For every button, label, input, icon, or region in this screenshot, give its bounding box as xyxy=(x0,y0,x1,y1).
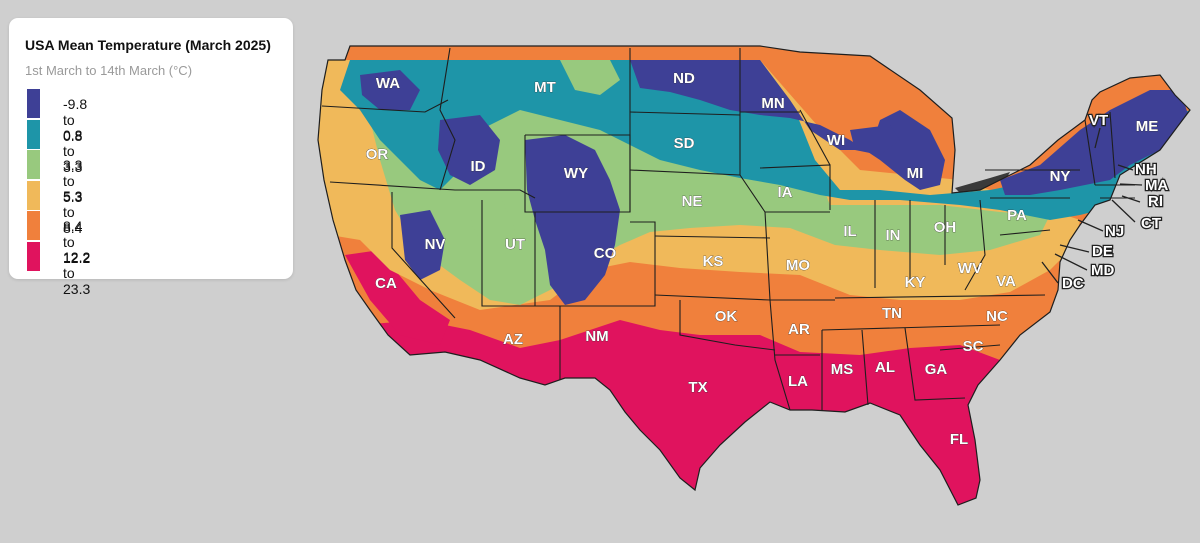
state-label-il: IL xyxy=(843,223,856,240)
state-label-va: VA xyxy=(996,273,1016,290)
state-label-la: LA xyxy=(788,373,808,390)
state-label-ca: CA xyxy=(375,275,397,292)
state-label-mt: MT xyxy=(534,79,556,96)
external-labels: VT NH MA RI CT NJ DE MD DC xyxy=(1041,111,1170,293)
legend-swatch xyxy=(27,89,40,118)
state-label-ms: MS xyxy=(831,361,854,378)
state-label-ct: CT xyxy=(1141,215,1161,232)
state-label-ky: KY xyxy=(905,274,926,291)
state-label-wv: WV xyxy=(958,260,982,277)
legend-swatch xyxy=(27,211,40,240)
state-label-nd: ND xyxy=(673,70,695,87)
legend-swatch xyxy=(27,241,40,271)
state-label-nv: NV xyxy=(425,236,446,253)
state-label-de: DE xyxy=(1092,243,1113,260)
state-label-nh: NH xyxy=(1135,161,1157,178)
legend-panel: USA Mean Temperature (March 2025) 1st Ma… xyxy=(9,18,293,297)
state-borders xyxy=(321,47,1135,411)
state-label-al: AL xyxy=(875,359,895,376)
legend-title: USA Mean Temperature (March 2025) xyxy=(25,37,271,53)
state-label-nc: NC xyxy=(986,308,1008,325)
state-label-md: MD xyxy=(1091,262,1114,279)
state-label-nm: NM xyxy=(585,328,608,345)
state-label-co: CO xyxy=(594,245,617,262)
state-label-wy: WY xyxy=(564,165,588,182)
state-label-ri: RI xyxy=(1148,193,1163,210)
state-label-ia: IA xyxy=(778,184,793,201)
state-label-wi: WI xyxy=(827,132,845,149)
state-label-fl: FL xyxy=(950,431,968,448)
state-label-tn: TN xyxy=(882,305,902,322)
state-label-ks: KS xyxy=(703,253,724,270)
state-label-vt: VT xyxy=(1089,112,1108,129)
state-label-tx: TX xyxy=(688,379,707,396)
legend-swatch xyxy=(27,180,40,210)
legend-label: -9.8 to 0.8 xyxy=(63,96,88,144)
state-label-ma: MA xyxy=(1145,177,1168,194)
state-label-or: OR xyxy=(366,146,389,163)
state-label-dc: DC xyxy=(1062,275,1084,292)
legend-label: 3.3 to 5.3 xyxy=(63,157,83,205)
state-label-ny: NY xyxy=(1050,168,1071,185)
legend-label: 8.4 to 12.2 xyxy=(63,218,91,266)
state-label-mn: MN xyxy=(761,95,784,112)
state-label-sd: SD xyxy=(674,135,695,152)
state-label-ne: NE xyxy=(682,193,703,210)
legend-label: 5.3 to 8.4 xyxy=(63,187,83,236)
state-label-ga: GA xyxy=(925,361,948,378)
state-label-nj: NJ xyxy=(1105,223,1124,240)
state-labels: WA OR CA ID NV MT WY UT AZ CO NM ND SD N… xyxy=(365,70,1159,449)
legend-swatch xyxy=(27,119,40,149)
state-label-az: AZ xyxy=(503,331,523,348)
state-label-pa: PA xyxy=(1007,207,1027,224)
legend-label: 12.2 to 23.3 xyxy=(63,248,91,297)
legend-label: 0.8 to 3.3 xyxy=(63,126,83,175)
state-label-sc: SC xyxy=(963,338,984,355)
state-label-id: ID xyxy=(471,158,486,175)
state-label-in: IN xyxy=(886,227,901,244)
state-label-mo: MO xyxy=(786,257,810,274)
state-label-oh: OH xyxy=(934,219,957,236)
state-label-mi: MI xyxy=(907,165,924,182)
state-label-ok: OK xyxy=(715,308,738,325)
legend-subtitle: 1st March to 14th March (°C) xyxy=(25,63,193,78)
state-label-ar: AR xyxy=(788,321,810,338)
state-label-ut: UT xyxy=(505,236,525,253)
state-label-me: ME xyxy=(1136,118,1159,135)
state-label-wa: WA xyxy=(376,75,400,92)
legend-swatch xyxy=(27,150,40,179)
